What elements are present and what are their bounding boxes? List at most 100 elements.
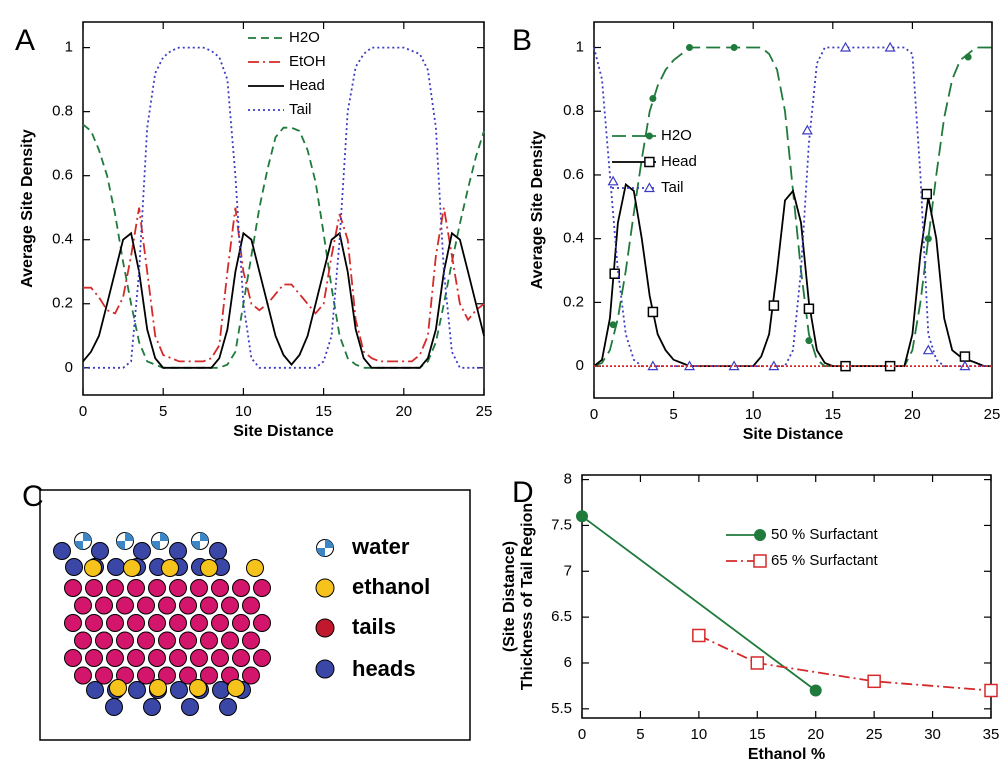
series-line: [83, 46, 484, 369]
particle: [95, 596, 113, 615]
series-line: [581, 515, 817, 692]
particle: [116, 596, 134, 615]
legend-label: 50 % Surfactant: [771, 526, 879, 543]
particle: [181, 698, 199, 716]
y-tick-label: 0.2: [52, 295, 73, 312]
particle: [106, 614, 124, 632]
legend-icon: [315, 659, 335, 679]
legend-marker: [644, 156, 655, 168]
legend-marker: [754, 529, 766, 541]
particle: [169, 542, 187, 560]
particle: [189, 679, 207, 697]
x-tick-label: 5: [159, 403, 167, 420]
particle: [137, 596, 155, 615]
particle: [246, 559, 264, 577]
y-tick-label: 0: [65, 359, 73, 376]
water-quadrant: [74, 532, 92, 550]
legend-label: water: [351, 534, 410, 559]
particle: [143, 698, 161, 716]
particle: [253, 649, 271, 667]
particle: [161, 559, 179, 577]
y-axis-label: Average Site Density: [19, 129, 36, 288]
particle: [190, 579, 208, 597]
x-tick-label: 15: [315, 403, 332, 420]
x-tick-label: 10: [745, 406, 762, 423]
legend-label: H2O: [661, 127, 692, 144]
particle: [209, 542, 227, 560]
particle: [158, 631, 176, 650]
particle: [227, 679, 245, 697]
particle: [64, 614, 82, 632]
particle: [84, 559, 102, 577]
particle: [211, 614, 229, 632]
particle: [200, 559, 218, 577]
particle: [242, 631, 260, 650]
legend-icon: [315, 618, 335, 638]
series-line: [593, 182, 992, 367]
particle: [109, 679, 127, 697]
x-tick-label: 5: [636, 726, 644, 743]
series-line: [593, 46, 992, 367]
particle: [219, 698, 237, 716]
x-tick-label: 35: [983, 726, 1000, 743]
particle: [200, 666, 218, 685]
particle: [105, 698, 123, 716]
x-tick-label: 20: [395, 403, 412, 420]
x-tick-label: 10: [691, 726, 708, 743]
marker: [803, 303, 815, 315]
panel-label: B: [512, 24, 532, 57]
particle: [64, 579, 82, 597]
particle: [64, 649, 82, 667]
x-axis-label: Ethanol %: [748, 746, 825, 763]
particle: [158, 666, 176, 685]
particle: [106, 579, 124, 597]
marker: [750, 656, 765, 670]
particle: [169, 649, 187, 667]
legend-marker: [643, 182, 655, 193]
x-tick-label: 0: [578, 726, 586, 743]
y-axis-label: (Site Distance): [501, 541, 518, 652]
y-tick-label: 5.5: [551, 700, 572, 717]
marker: [959, 351, 971, 362]
particle: [169, 579, 187, 597]
x-tick-label: 5: [669, 406, 677, 423]
legend-icon: [315, 578, 335, 598]
particle: [179, 666, 197, 685]
series-line: [83, 207, 485, 363]
x-tick-label: 25: [476, 403, 493, 420]
particle: [128, 681, 146, 699]
particle: [74, 631, 92, 650]
x-axis-label: Site Distance: [743, 426, 844, 443]
particle: [179, 596, 197, 615]
particle: [169, 614, 187, 632]
x-tick-label: 15: [749, 726, 766, 743]
x-tick-label: 0: [590, 406, 598, 423]
x-tick-label: 20: [807, 726, 824, 743]
y-tick-label: 0: [576, 357, 584, 374]
y-tick-label: 0.6: [563, 166, 584, 183]
particle: [65, 558, 83, 576]
diagram-frame: [39, 489, 471, 741]
particle: [127, 614, 145, 632]
x-axis-label: Site Distance: [233, 423, 334, 440]
marker: [686, 43, 694, 51]
particle: [137, 666, 155, 685]
marker: [924, 235, 932, 243]
particle: [158, 596, 176, 615]
y-tick-label: 0.4: [563, 230, 584, 247]
series-line: [698, 634, 992, 692]
particle: [221, 631, 239, 650]
x-tick-label: 25: [984, 406, 1001, 423]
particle: [107, 558, 125, 576]
particle: [179, 631, 197, 650]
x-tick-label: 10: [235, 403, 252, 420]
marker: [840, 41, 852, 52]
panel-label: D: [512, 476, 534, 509]
legend-label: Tail: [289, 101, 312, 118]
particle: [170, 681, 188, 699]
legend-label: Head: [661, 153, 697, 170]
marker: [649, 94, 657, 102]
particle: [74, 666, 92, 685]
marker: [884, 41, 896, 52]
marker: [801, 124, 813, 135]
